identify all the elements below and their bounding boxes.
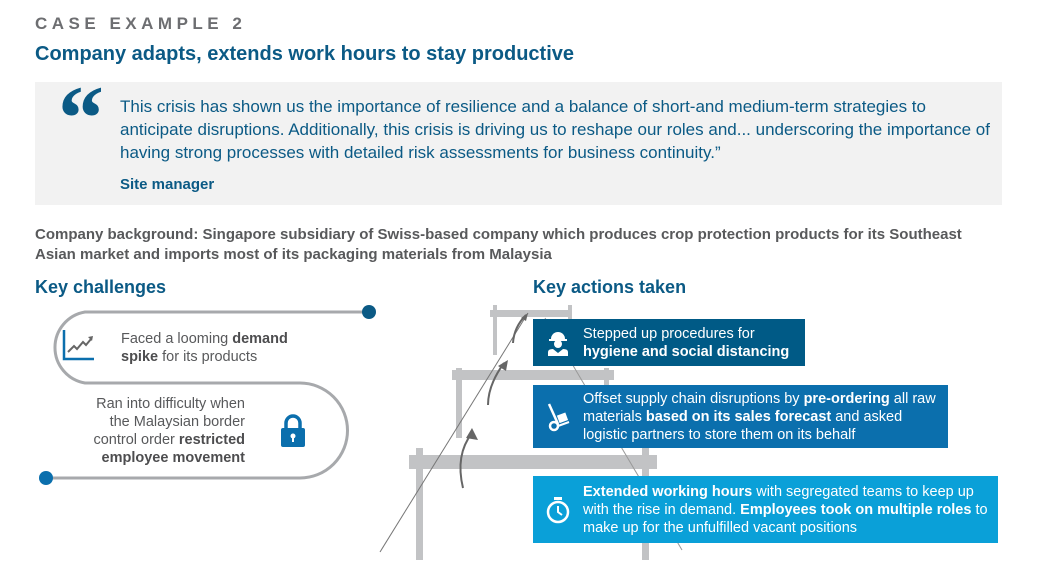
trend-up-chart-icon — [62, 330, 96, 367]
action-extended-hours: Extended working hours with segregated t… — [533, 476, 998, 543]
quote-mark-icon: “ — [58, 67, 104, 169]
company-background: Company background: Singapore subsidiary… — [35, 226, 962, 263]
case-label: CASE EXAMPLE 2 — [35, 14, 247, 33]
scaffolding-illustration — [409, 305, 657, 560]
action-preordering: Offset supply chain disruptions by pre-o… — [533, 385, 948, 448]
path-start-dot — [362, 305, 376, 319]
quote-panel — [35, 82, 1002, 205]
challenges-heading: Key challenges — [35, 277, 167, 297]
lock-icon — [279, 414, 307, 453]
action-hygiene: Stepped up procedures for hygiene and so… — [533, 319, 805, 366]
page-title: Company adapts, extends work hours to st… — [35, 43, 575, 65]
stopwatch-icon — [533, 496, 583, 524]
challenge-demand-spike: Faced a looming demand spike for its pro… — [121, 331, 288, 365]
worker-helmet-icon — [533, 330, 583, 356]
quote-attribution: Site manager — [120, 176, 215, 193]
actions-heading: Key actions taken — [533, 277, 687, 297]
path-end-dot — [39, 471, 53, 485]
hand-truck-icon — [533, 402, 583, 432]
challenge-border-control: Ran into difficulty when the Malaysian b… — [93, 396, 245, 466]
quote-text: This crisis has shown us the importance … — [120, 97, 990, 162]
